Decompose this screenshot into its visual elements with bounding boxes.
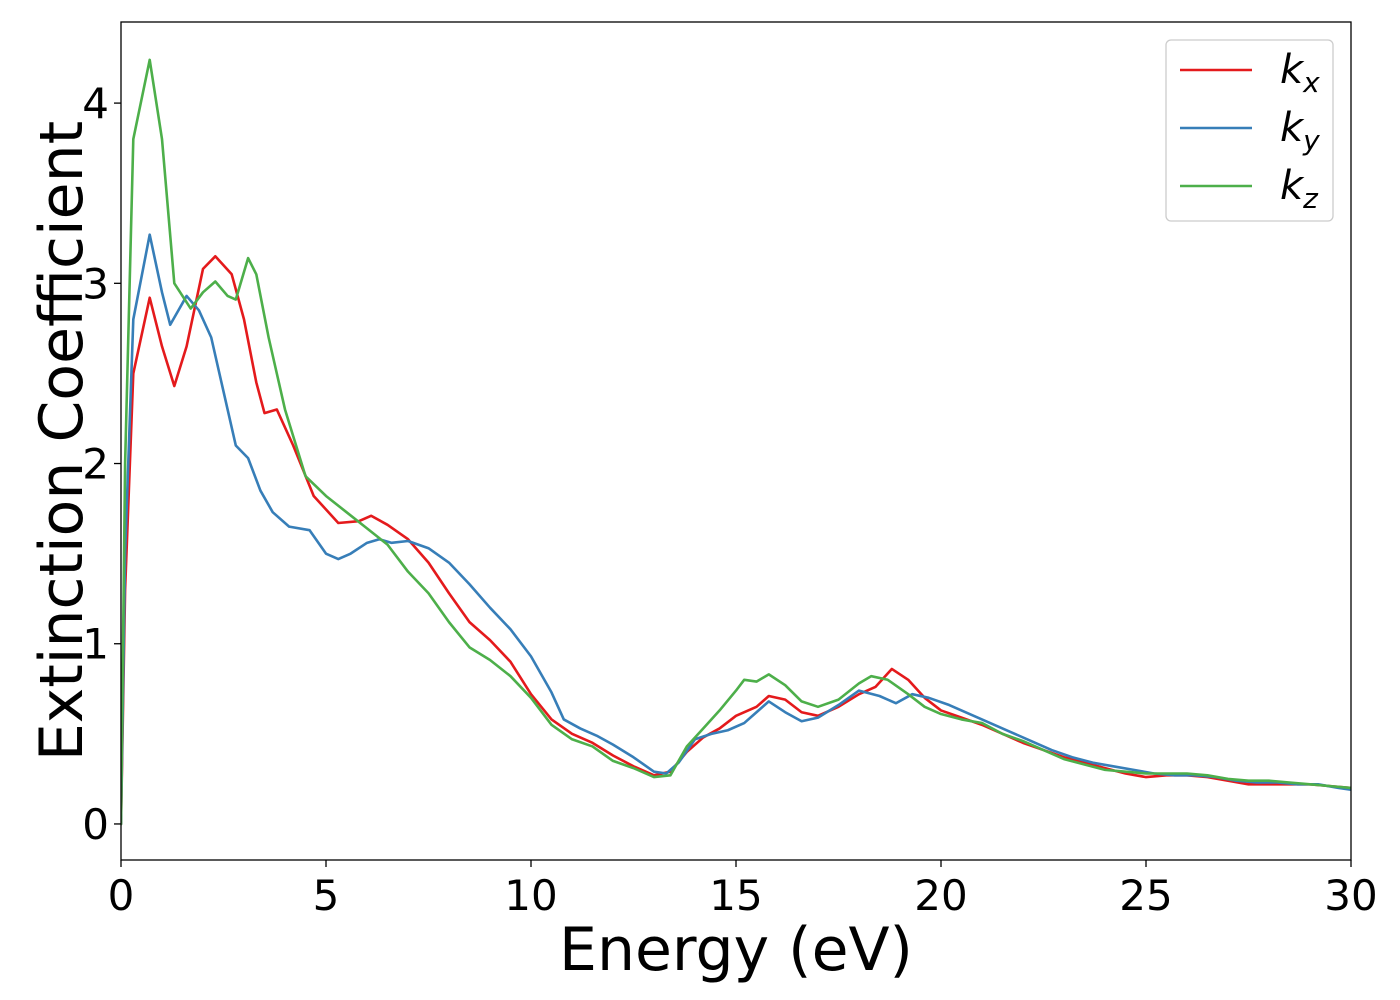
y-axis-title: Extinction Coefficient — [27, 121, 97, 761]
legend-label-kz: kz — [1280, 163, 1319, 215]
x-tick-label: 25 — [1119, 871, 1172, 920]
y-tick-label: 3 — [82, 259, 109, 308]
y-tick-label: 2 — [82, 440, 109, 489]
x-tick-label: 10 — [504, 871, 557, 920]
x-tick-label: 30 — [1324, 871, 1377, 920]
y-tick-label: 0 — [82, 800, 109, 849]
legend-label-ky: ky — [1280, 105, 1320, 157]
x-tick-label: 5 — [313, 871, 340, 920]
y-tick-label: 4 — [82, 79, 109, 128]
x-tick-label: 15 — [709, 871, 762, 920]
legend-box — [1165, 39, 1334, 222]
series-layer — [121, 58, 1351, 826]
x-axis: 0 5 10 15 20 25 30 — [108, 860, 1378, 920]
legend: kx ky kz — [1165, 39, 1334, 222]
series-line-ky — [121, 233, 1351, 826]
y-tick-label: 1 — [82, 620, 109, 669]
y-axis: 0 1 2 3 4 — [82, 79, 121, 849]
x-axis-title: Energy (eV) — [559, 915, 913, 985]
x-tick-label: 0 — [108, 871, 135, 920]
x-tick-label: 20 — [914, 871, 967, 920]
series-line-kz — [121, 58, 1351, 826]
legend-label-kx: kx — [1280, 47, 1320, 99]
